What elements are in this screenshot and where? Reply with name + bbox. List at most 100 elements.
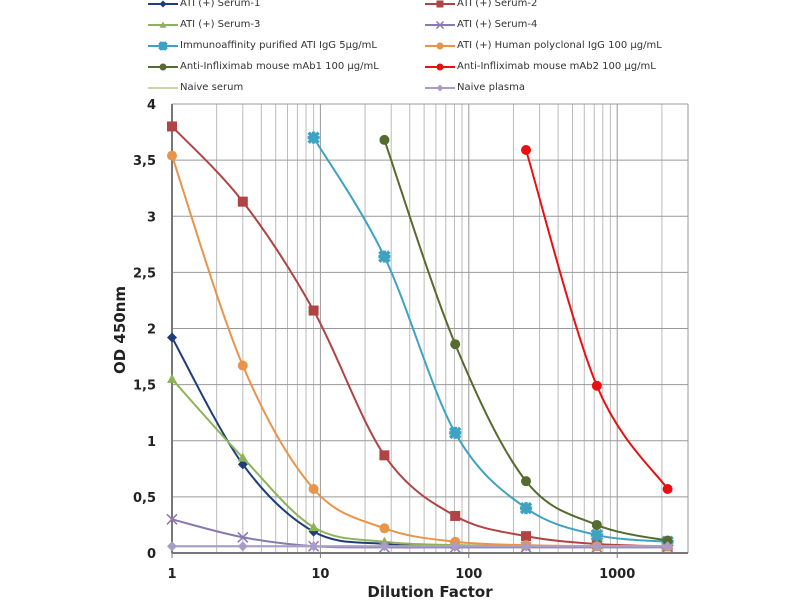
legend-item: Anti-Infliximab mouse mAb2 100 µg/mL xyxy=(425,61,656,72)
square-marker xyxy=(436,0,444,7)
square-marker xyxy=(167,121,177,132)
y-tick-label: 1,5 xyxy=(133,379,156,394)
legend-item: ATI (+) Serum-2 xyxy=(425,0,537,9)
legend-item: Immunoaffinity purified ATI IgG 5µg/mL xyxy=(148,40,377,51)
triangle-marker xyxy=(167,374,177,384)
diamond-marker xyxy=(308,541,319,552)
legend-label: Naive serum xyxy=(180,82,244,93)
circle-marker xyxy=(159,63,167,70)
triangle-marker xyxy=(159,21,167,28)
square-marker xyxy=(237,196,248,207)
y-tick-label: 0,5 xyxy=(133,491,156,506)
legend-label: ATI (+) Human polyclonal IgG 100 µg/mL xyxy=(457,40,662,51)
series-line xyxy=(171,155,668,548)
star-marker xyxy=(158,40,168,51)
legend-swatch xyxy=(148,63,178,70)
circle-marker xyxy=(237,360,248,371)
legend-swatch xyxy=(148,0,178,7)
series-immunoaffinity-purified-ati-igg-5-g-ml xyxy=(307,131,674,549)
legend-swatch xyxy=(148,86,178,89)
x-marker xyxy=(166,513,178,525)
circle-marker xyxy=(591,380,602,391)
legend-label: Immunoaffinity purified ATI IgG 5µg/mL xyxy=(180,40,377,51)
star-marker xyxy=(448,426,462,440)
legend-swatch xyxy=(425,42,455,49)
legend-item: ATI (+) Serum-3 xyxy=(148,19,260,30)
diamond-marker xyxy=(237,541,248,552)
diamond-marker xyxy=(167,541,177,552)
legend-label: Naive plasma xyxy=(457,82,525,93)
diamond-marker xyxy=(591,541,602,552)
circle-marker xyxy=(167,150,177,161)
legend-item: Naive plasma xyxy=(425,82,525,93)
legend-label: ATI (+) Serum-1 xyxy=(180,0,261,9)
y-tick-label: 0 xyxy=(147,547,156,562)
square-marker xyxy=(308,305,319,316)
series-line xyxy=(383,139,668,542)
y-tick-label: 3 xyxy=(147,210,156,225)
legend-item: ATI (+) Human polyclonal IgG 100 µg/mL xyxy=(425,40,662,51)
square-marker xyxy=(379,450,390,461)
legend-label: ATI (+) Serum-3 xyxy=(180,19,261,30)
square-marker xyxy=(450,510,461,521)
legend-item: ATI (+) Serum-1 xyxy=(148,0,260,9)
circle-marker xyxy=(308,484,319,495)
diamond-marker xyxy=(450,541,461,552)
y-tick-label: 2,5 xyxy=(133,266,156,281)
diamond-marker xyxy=(159,0,167,7)
legend-item: ATI (+) Serum-4 xyxy=(425,19,537,30)
legend-swatch xyxy=(425,0,455,7)
series-line xyxy=(312,137,668,543)
diamond-marker xyxy=(379,541,390,552)
legend-label: Anti-Infliximab mouse mAb2 100 µg/mL xyxy=(457,61,656,72)
diamond-marker xyxy=(436,84,444,91)
star-marker xyxy=(307,131,320,144)
legend-swatch xyxy=(425,63,455,70)
legend-swatch xyxy=(425,20,455,29)
star-marker xyxy=(519,501,533,515)
square-marker xyxy=(521,531,532,542)
star-marker xyxy=(378,250,391,263)
diamond-marker xyxy=(662,541,673,552)
legend-item: Anti-Infliximab mouse mAb1 100 µg/mL xyxy=(148,61,379,72)
y-tick-label: 1 xyxy=(147,435,156,450)
legend-swatch xyxy=(148,21,178,28)
x-marker xyxy=(435,20,445,29)
circle-marker xyxy=(521,145,532,156)
series-naive-plasma xyxy=(167,541,673,552)
x-tick-label: 1 xyxy=(167,567,176,582)
legend-swatch xyxy=(425,84,455,91)
diamond-marker xyxy=(237,459,248,470)
legend-label: ATI (+) Serum-2 xyxy=(457,0,538,9)
x-tick-label: 10 xyxy=(311,567,329,582)
circle-marker xyxy=(662,535,673,546)
legend-label: Anti-Infliximab mouse mAb1 100 µg/mL xyxy=(180,61,379,72)
star-marker xyxy=(590,528,604,542)
y-tick-label: 3,5 xyxy=(133,154,156,169)
circle-marker xyxy=(379,523,390,534)
legend-item: Naive serum xyxy=(148,82,243,93)
diamond-marker xyxy=(167,332,177,343)
series-line xyxy=(171,125,668,548)
series-anti-infliximab-mouse-mab1-100-g-ml xyxy=(379,134,673,546)
circle-marker xyxy=(436,63,444,70)
y-tick-label: 2 xyxy=(147,323,156,338)
triangle-marker xyxy=(237,452,248,462)
x-tick-label: 1000 xyxy=(599,567,635,582)
x-marker xyxy=(237,531,249,543)
legend-label: ATI (+) Serum-4 xyxy=(457,19,538,30)
circle-marker xyxy=(450,339,461,350)
circle-marker xyxy=(521,476,532,487)
legend-swatch xyxy=(148,40,178,51)
series-line xyxy=(525,149,669,490)
x-tick-label: 100 xyxy=(455,567,482,582)
circle-marker xyxy=(662,484,673,495)
y-tick-label: 4 xyxy=(147,98,156,113)
circle-marker xyxy=(436,42,444,49)
x-axis-title: Dilution Factor xyxy=(367,583,493,600)
circle-marker xyxy=(591,519,602,530)
y-axis-title: OD 450nm xyxy=(111,286,129,374)
triangle-marker xyxy=(308,522,319,532)
